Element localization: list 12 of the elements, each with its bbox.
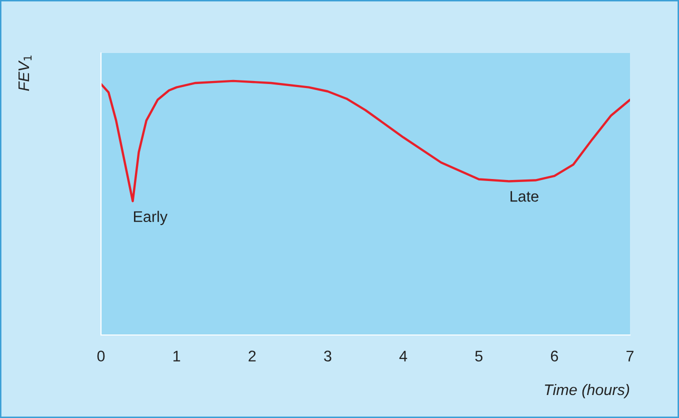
x-tick-label: 1 — [173, 350, 180, 362]
x-tick-label: 2 — [248, 350, 256, 362]
x-tick-label: 4 — [399, 350, 408, 362]
y-axis-title: FEV$_{1}$ — [18, 56, 32, 91]
annotation: Late — [510, 191, 538, 202]
x-tick-label: 0 — [97, 350, 105, 362]
annotation: Early — [134, 210, 168, 226]
x-tick-label: 6 — [550, 350, 558, 362]
x-axis-title: Time (hours) — [544, 384, 630, 398]
x-tick-label: 7 — [626, 350, 634, 362]
x-tick-label: 5 — [475, 350, 482, 362]
x-tick-label: 3 — [324, 350, 332, 362]
